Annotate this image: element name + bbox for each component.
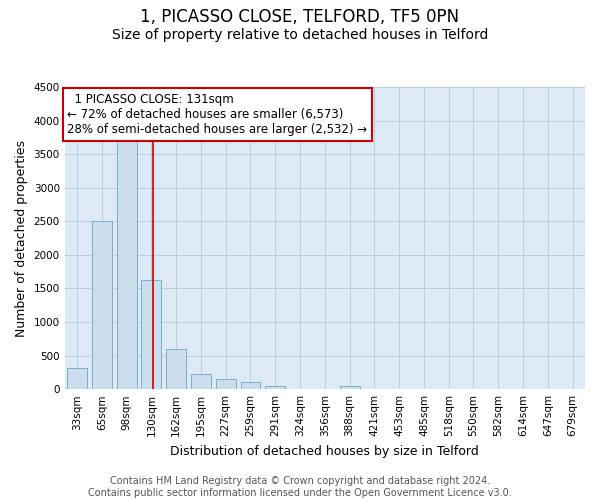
Text: 1, PICASSO CLOSE, TELFORD, TF5 0PN: 1, PICASSO CLOSE, TELFORD, TF5 0PN — [140, 8, 460, 26]
Bar — [241, 382, 260, 389]
Text: Contains HM Land Registry data © Crown copyright and database right 2024.
Contai: Contains HM Land Registry data © Crown c… — [88, 476, 512, 498]
X-axis label: Distribution of detached houses by size in Telford: Distribution of detached houses by size … — [170, 444, 479, 458]
Bar — [265, 386, 285, 389]
Bar — [67, 368, 87, 389]
Bar — [92, 222, 112, 389]
Text: 1 PICASSO CLOSE: 131sqm
← 72% of detached houses are smaller (6,573)
28% of semi: 1 PICASSO CLOSE: 131sqm ← 72% of detache… — [67, 93, 367, 136]
Bar — [117, 140, 137, 389]
Bar — [142, 280, 161, 389]
Text: Size of property relative to detached houses in Telford: Size of property relative to detached ho… — [112, 28, 488, 42]
Bar — [191, 374, 211, 389]
Y-axis label: Number of detached properties: Number of detached properties — [15, 140, 28, 336]
Bar — [340, 386, 359, 389]
Bar — [216, 379, 236, 389]
Bar — [166, 349, 186, 389]
